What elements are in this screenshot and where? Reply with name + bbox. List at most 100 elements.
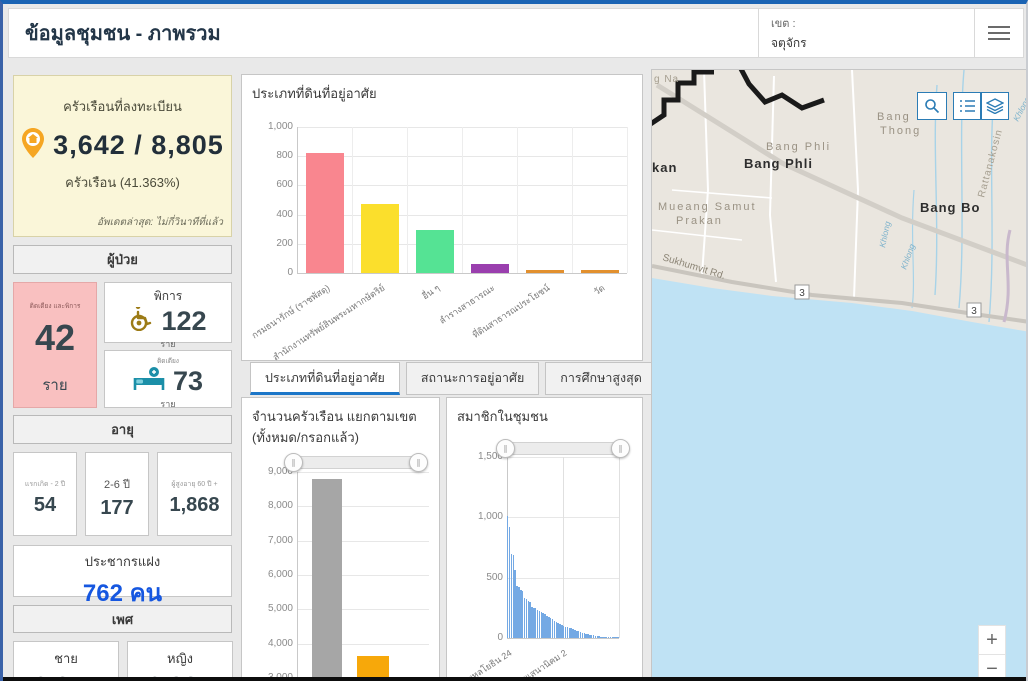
- page-title: ข้อมูลชุมชน - ภาพรวม: [9, 17, 758, 49]
- gridline: [619, 457, 620, 638]
- y-axis-line: [297, 472, 298, 678]
- y-axis-tick: 4,000: [249, 638, 293, 649]
- map-pin-home-icon: [21, 127, 45, 164]
- gridline: [563, 457, 564, 638]
- registered-title: ครัวเรือนที่ลงทะเบียน: [14, 96, 231, 117]
- hidden-population-card: ประชากรแฝง 762 คน: [13, 545, 232, 597]
- age-newborn-label: แรกเกิด - 2 ปี: [14, 479, 76, 490]
- x-axis-line: [297, 273, 627, 274]
- bedridden-disabled-value: 42: [14, 317, 96, 359]
- map-label: Bang Phli: [744, 156, 813, 171]
- bedridden-disabled-label: ติดเตียง และพิการ: [14, 301, 96, 311]
- y-axis-tick: 800: [249, 150, 293, 161]
- members-chart-title: สมาชิกในชุมชน: [447, 398, 642, 427]
- y-axis-tick: 0: [249, 267, 293, 278]
- age-2-6-value: 177: [86, 497, 148, 520]
- map-legend-button[interactable]: [953, 92, 981, 120]
- y-axis-tick: 5,000: [249, 603, 293, 614]
- gender-section-header: เพศ: [13, 605, 232, 633]
- map-sea: [652, 278, 1028, 681]
- households-chart-panel: จำนวนครัวเรือน แยกตามเขต (ทั้งหมด/กรอกแล…: [241, 397, 440, 681]
- legend-icon: [960, 99, 975, 113]
- bedridden-value: 73: [173, 366, 203, 397]
- age-card-2-6: 2-6 ปี 177: [85, 452, 149, 536]
- bedridden-disabled-unit: ราย: [14, 373, 96, 397]
- map-search-button[interactable]: [917, 92, 947, 120]
- chart-tabs: ประเภทที่ดินที่อยู่อาศัย สถานะการอยู่อาศ…: [250, 362, 657, 395]
- y-axis-tick: 400: [249, 209, 293, 220]
- bar-0: [312, 479, 342, 681]
- map-label: Prakan: [676, 215, 723, 227]
- y-axis-tick: 8,000: [249, 500, 293, 511]
- disabled-label: พิการ: [105, 287, 231, 306]
- window-bottom-edge: [3, 677, 1028, 681]
- gridline: [407, 127, 408, 273]
- district-label: เขต :: [771, 14, 962, 32]
- y-axis-tick: 1,000: [459, 511, 503, 522]
- age-elderly-value: 1,868: [158, 494, 231, 517]
- bedridden-unit: ราย: [105, 397, 231, 411]
- patients-section-header: ผู้ป่วย: [13, 245, 232, 274]
- range-slider-handle-left[interactable]: ∥: [496, 439, 515, 458]
- gridline: [297, 472, 429, 473]
- y-axis-tick: 6,000: [249, 569, 293, 580]
- range-slider-handle-right[interactable]: ∥: [611, 439, 630, 458]
- header: ข้อมูลชุมชน - ภาพรวม เขต : จตุจักร: [8, 8, 1024, 58]
- range-slider-handle-left[interactable]: ∥: [284, 453, 303, 472]
- bar-4: [526, 270, 564, 273]
- tab-highest-education[interactable]: การศึกษาสูงสุด: [545, 362, 657, 395]
- female-card: หญิง 3,994: [127, 641, 233, 681]
- map-label: Bang Phli: [766, 141, 831, 153]
- gridline: [572, 127, 573, 273]
- search-icon: [924, 98, 940, 114]
- histogram-bar: [617, 637, 618, 638]
- route-shield-number: 3: [971, 306, 977, 317]
- tab-land-type[interactable]: ประเภทที่ดินที่อยู่อาศัย: [250, 362, 400, 395]
- bar-5: [581, 270, 619, 273]
- female-label: หญิง: [128, 648, 232, 669]
- disabled-value: 122: [161, 306, 206, 337]
- age-2-6-label: 2-6 ปี: [86, 475, 148, 493]
- wheelchair-icon: [129, 307, 155, 336]
- bed-icon: [133, 366, 167, 397]
- y-axis-tick: 1,000: [249, 121, 293, 132]
- y-axis-tick: 600: [249, 179, 293, 190]
- district-selector[interactable]: เขต : จตุจักร: [759, 8, 974, 59]
- layers-icon: [986, 98, 1004, 114]
- male-label: ชาย: [14, 648, 118, 669]
- district-value: จตุจักร: [771, 34, 962, 53]
- bar-0: [306, 153, 344, 273]
- tab-residence-status[interactable]: สถานะการอยู่อาศัย: [406, 362, 539, 395]
- range-slider-handle-right[interactable]: ∥: [409, 453, 428, 472]
- hidden-population-label: ประชากรแฝง: [14, 551, 231, 572]
- map-layers-button[interactable]: [981, 92, 1009, 120]
- y-axis-tick: 200: [249, 238, 293, 249]
- disabled-unit: ราย: [105, 337, 231, 351]
- last-updated-note: อัพเดตล่าสุด: ไม่กี่วินาทีที่แล้ว: [97, 215, 223, 230]
- bar-1: [361, 204, 399, 273]
- menu-icon[interactable]: [975, 8, 1023, 58]
- gridline: [517, 127, 518, 273]
- households-chart-title: จำนวนครัวเรือน แยกตามเขต: [242, 398, 439, 427]
- range-slider-track: [292, 456, 420, 469]
- map-label: Thong: [880, 125, 921, 137]
- gridline: [627, 127, 628, 273]
- bar-3: [471, 264, 509, 273]
- map-label: g Na: [654, 74, 679, 85]
- route-shield-number: 3: [799, 288, 805, 299]
- y-axis-tick: 0: [459, 632, 503, 643]
- map[interactable]: g NaBangThongBang PhliBang PhlikanMueang…: [651, 69, 1028, 681]
- households-chart-subtitle: (ทั้งหมด/กรอกแล้ว): [242, 427, 439, 448]
- app-window: ข้อมูลชุมชน - ภาพรวม เขต : จตุจักร ครัวเ…: [0, 0, 1028, 681]
- bedridden-disabled-card: ติดเตียง และพิการ 42 ราย: [13, 282, 97, 408]
- range-slider-track: [504, 442, 622, 455]
- y-axis-tick: 500: [459, 572, 503, 583]
- gridline: [352, 127, 353, 273]
- members-chart-panel: สมาชิกในชุมชน 05001,0001,500∥∥พหลโยธิน 2…: [446, 397, 643, 681]
- registered-value: 3,642 / 8,805: [53, 130, 224, 161]
- map-zoom-in-button[interactable]: +: [978, 625, 1006, 655]
- map-label: Bang Bo: [920, 200, 980, 215]
- y-axis-tick: 7,000: [249, 535, 293, 546]
- age-newborn-value: 54: [14, 494, 76, 517]
- land-type-chart-panel: ประเภทที่ดินที่อยู่อาศัย 02004006008001,…: [241, 74, 643, 361]
